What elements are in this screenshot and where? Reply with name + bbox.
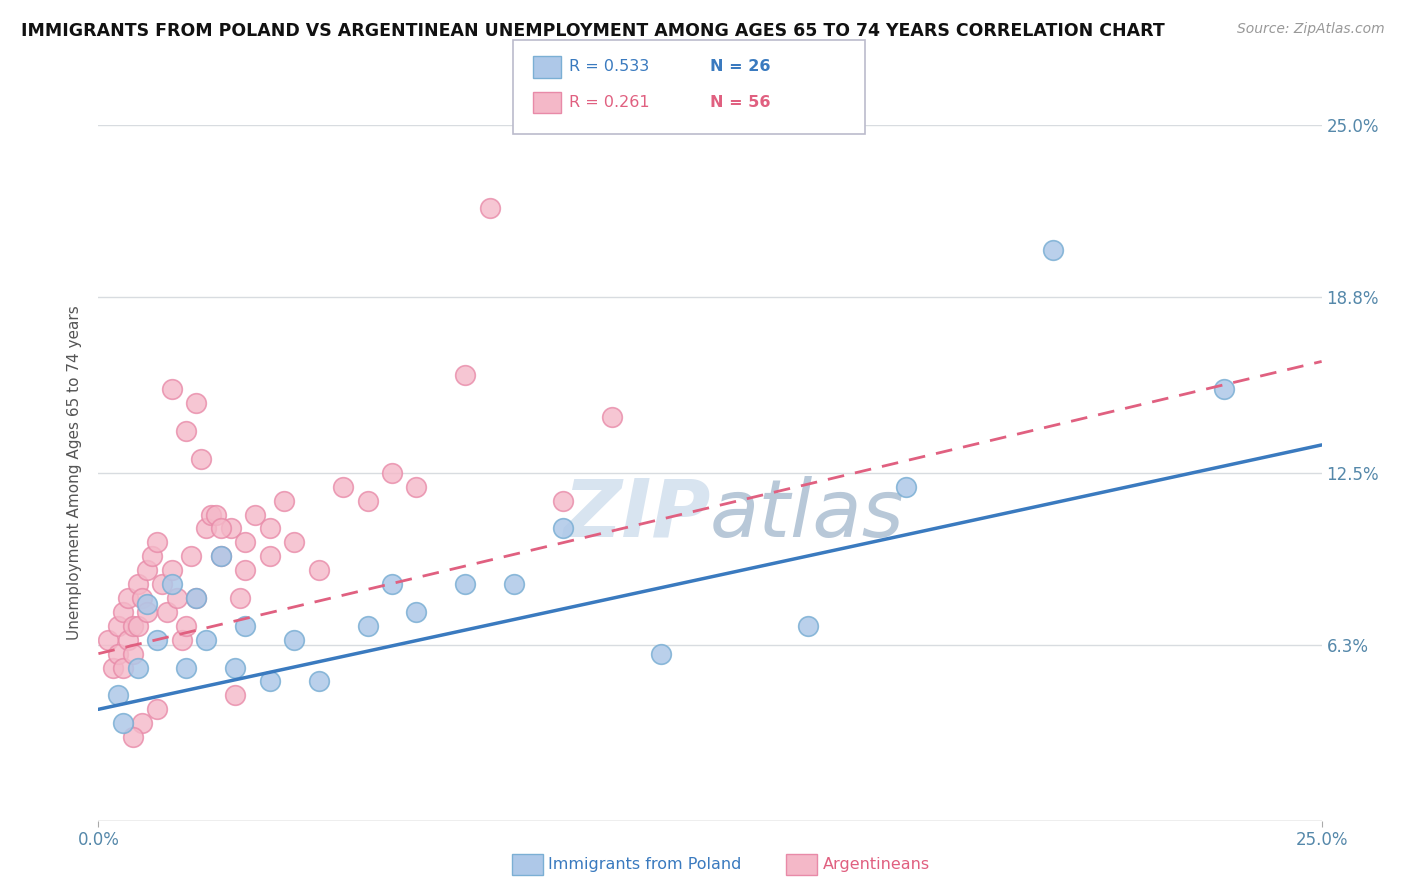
Point xyxy=(233,563,256,577)
Point xyxy=(454,577,477,591)
Text: ZIP: ZIP xyxy=(562,475,710,554)
Point xyxy=(405,480,427,494)
Point xyxy=(209,521,232,535)
Point xyxy=(111,605,134,619)
Point xyxy=(180,549,202,564)
Point xyxy=(127,619,149,633)
Point xyxy=(107,619,129,633)
Text: R = 0.261: R = 0.261 xyxy=(569,95,650,110)
Point xyxy=(224,689,246,703)
Point xyxy=(195,521,218,535)
Text: Immigrants from Poland: Immigrants from Poland xyxy=(548,857,742,871)
Text: Source: ZipAtlas.com: Source: ZipAtlas.com xyxy=(1237,22,1385,37)
Text: N = 26: N = 26 xyxy=(710,60,770,74)
Point xyxy=(233,535,256,549)
Point xyxy=(356,493,378,508)
Point xyxy=(170,632,193,647)
Point xyxy=(233,619,256,633)
Point xyxy=(200,508,222,522)
Text: atlas: atlas xyxy=(710,475,905,554)
Point xyxy=(136,605,159,619)
Point xyxy=(176,660,198,674)
Point xyxy=(308,674,330,689)
Point xyxy=(308,563,330,577)
Point xyxy=(176,424,198,438)
Point xyxy=(381,466,404,480)
Point xyxy=(600,410,623,425)
Point xyxy=(131,591,153,605)
Point xyxy=(1212,382,1234,396)
Point xyxy=(146,702,169,716)
Point xyxy=(160,577,183,591)
Point xyxy=(894,480,917,494)
Point xyxy=(121,647,143,661)
Point xyxy=(332,480,354,494)
Point xyxy=(127,660,149,674)
Point xyxy=(219,521,242,535)
Point xyxy=(156,605,179,619)
Point xyxy=(117,591,139,605)
Point xyxy=(190,451,212,466)
Point xyxy=(205,508,228,522)
Point xyxy=(797,619,820,633)
Point xyxy=(381,577,404,591)
Point xyxy=(186,396,208,410)
Point xyxy=(136,597,159,611)
Point xyxy=(273,493,295,508)
Point xyxy=(141,549,163,564)
Point xyxy=(454,368,477,383)
Point xyxy=(186,591,208,605)
Point xyxy=(97,632,120,647)
Point xyxy=(160,382,183,396)
Point xyxy=(553,521,575,535)
Point xyxy=(121,730,143,744)
Point xyxy=(107,647,129,661)
Point xyxy=(117,632,139,647)
Point xyxy=(111,716,134,731)
Point xyxy=(131,716,153,731)
Point xyxy=(259,549,281,564)
Point xyxy=(478,202,501,216)
Point xyxy=(259,521,281,535)
Point xyxy=(229,591,252,605)
Point xyxy=(650,647,672,661)
Point xyxy=(160,563,183,577)
Point xyxy=(259,674,281,689)
Text: R = 0.533: R = 0.533 xyxy=(569,60,650,74)
Point xyxy=(176,619,198,633)
Point xyxy=(356,619,378,633)
Point xyxy=(283,535,305,549)
Point xyxy=(1042,243,1064,257)
Point xyxy=(553,493,575,508)
Y-axis label: Unemployment Among Ages 65 to 74 years: Unemployment Among Ages 65 to 74 years xyxy=(67,305,83,640)
Point xyxy=(127,577,149,591)
Point xyxy=(503,577,526,591)
Point xyxy=(101,660,124,674)
Point xyxy=(146,632,169,647)
Point xyxy=(136,563,159,577)
Point xyxy=(150,577,173,591)
Point xyxy=(121,619,143,633)
Point xyxy=(146,535,169,549)
Point xyxy=(111,660,134,674)
Point xyxy=(186,591,208,605)
Text: N = 56: N = 56 xyxy=(710,95,770,110)
Point xyxy=(107,689,129,703)
Point xyxy=(224,660,246,674)
Text: Argentineans: Argentineans xyxy=(823,857,929,871)
Text: IMMIGRANTS FROM POLAND VS ARGENTINEAN UNEMPLOYMENT AMONG AGES 65 TO 74 YEARS COR: IMMIGRANTS FROM POLAND VS ARGENTINEAN UN… xyxy=(21,22,1164,40)
Point xyxy=(195,632,218,647)
Point xyxy=(166,591,188,605)
Point xyxy=(405,605,427,619)
Point xyxy=(209,549,232,564)
Point xyxy=(283,632,305,647)
Point xyxy=(209,549,232,564)
Point xyxy=(243,508,266,522)
